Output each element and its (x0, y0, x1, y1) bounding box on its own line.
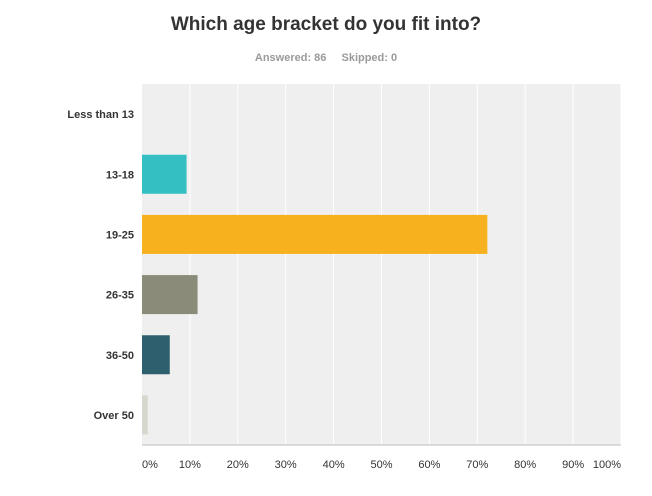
category-label: 36-50 (106, 350, 134, 362)
category-labels: Less than 13 13-18 19-25 26-35 36-50 Over 50 (67, 109, 134, 422)
x-tick-label: 90% (562, 459, 584, 471)
bar[interactable] (142, 214, 488, 254)
x-tick-label: 70% (466, 459, 488, 471)
x-tick-label: 10% (179, 459, 201, 471)
category-label: Less than 13 (67, 109, 134, 121)
x-tick-label: 30% (275, 459, 297, 471)
answered-count: Answered: 86 (254, 52, 327, 64)
x-tick-label: 20% (227, 459, 249, 471)
response-summary: Answered: 86 Skipped: 0 (0, 52, 652, 64)
x-tick-label: 100% (593, 459, 621, 471)
gridlines (189, 84, 622, 445)
bar[interactable] (142, 335, 170, 375)
x-tick-label: 60% (418, 459, 440, 471)
category-label: 19-25 (106, 229, 134, 241)
bars (142, 154, 488, 435)
x-tick-labels: 0% 10% 20% 30% 40% 50% 60% 70% 80% 90% 100% (142, 459, 621, 471)
chart-title: Which age bracket do you fit into? (170, 14, 482, 35)
skipped-count: Skipped: 0 (341, 52, 398, 64)
x-tick-label: 40% (323, 459, 345, 471)
bar[interactable] (142, 154, 187, 194)
category-label: 13-18 (106, 169, 134, 181)
x-tick-label: 80% (514, 459, 536, 471)
bar[interactable] (142, 395, 148, 435)
x-tick-label: 0% (142, 459, 158, 471)
x-tick-label: 50% (370, 459, 392, 471)
bar[interactable] (142, 275, 198, 315)
category-label: 26-35 (106, 290, 134, 302)
category-label: Over 50 (94, 410, 134, 422)
